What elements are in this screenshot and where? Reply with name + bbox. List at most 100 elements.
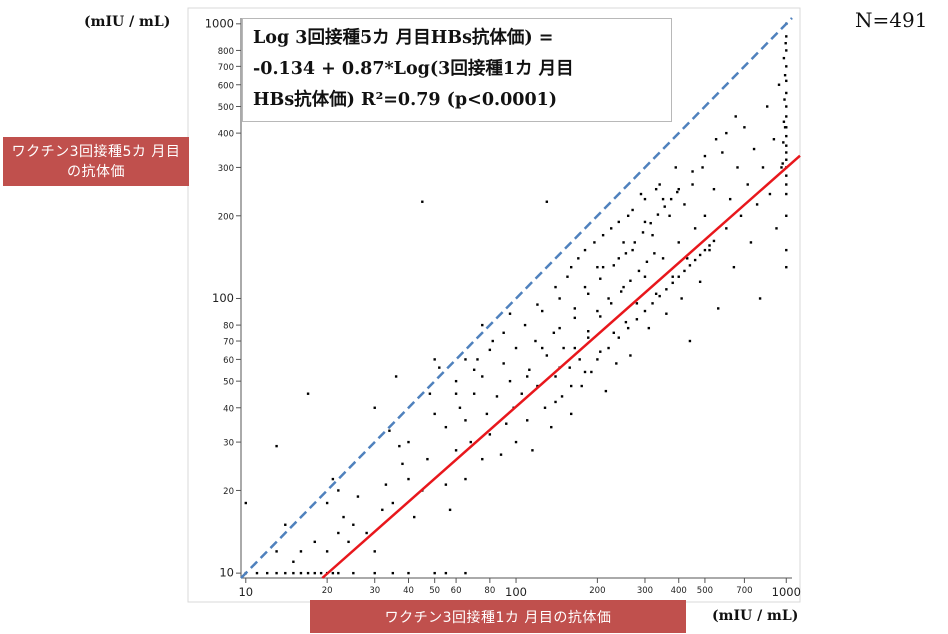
data-point <box>319 571 323 575</box>
data-point <box>677 187 680 191</box>
data-point <box>782 56 786 60</box>
data-point <box>777 83 781 86</box>
data-point <box>444 425 448 429</box>
data-point <box>624 320 628 324</box>
data-point <box>481 375 484 378</box>
data-point <box>601 233 605 237</box>
data-point <box>671 281 674 285</box>
data-point <box>641 231 645 234</box>
data-point <box>472 368 476 371</box>
data-point <box>631 208 634 212</box>
data-point <box>768 192 772 196</box>
data-point <box>464 477 467 481</box>
data-point <box>573 316 577 320</box>
y-tick-label: 20 <box>223 487 234 497</box>
data-point <box>428 392 432 395</box>
y-tick-label: 10 <box>219 566 234 580</box>
data-point <box>580 384 583 388</box>
data-point <box>643 309 647 313</box>
data-point <box>562 346 565 350</box>
x-tick-label: 300 <box>637 586 653 596</box>
data-point <box>775 227 778 230</box>
data-point <box>637 269 641 273</box>
data-point <box>708 248 711 252</box>
data-point <box>761 166 765 169</box>
data-point <box>407 477 410 481</box>
data-point <box>448 508 452 512</box>
data-point <box>569 412 573 416</box>
data-point <box>785 192 788 196</box>
data-point <box>643 275 647 278</box>
data-point <box>635 318 639 321</box>
data-point <box>647 326 651 330</box>
data-point <box>528 368 531 371</box>
data-point <box>683 269 686 273</box>
data-point <box>626 214 630 217</box>
data-point <box>599 350 602 353</box>
data-point <box>458 406 462 409</box>
data-point <box>665 312 668 315</box>
data-point <box>629 354 632 357</box>
data-point <box>686 257 689 260</box>
data-point <box>469 440 472 444</box>
data-point <box>394 375 398 378</box>
x-tick-label: 100 <box>505 585 527 599</box>
data-point <box>683 203 686 206</box>
data-point <box>604 389 608 393</box>
data-point <box>299 550 303 553</box>
data-point <box>488 433 492 436</box>
data-point <box>785 65 788 68</box>
data-point <box>481 457 484 461</box>
data-point <box>615 362 618 365</box>
data-point <box>587 292 590 295</box>
data-point <box>401 462 404 466</box>
data-point <box>534 339 537 343</box>
data-point <box>464 571 467 575</box>
data-point <box>688 264 692 267</box>
data-point <box>645 260 649 263</box>
data-point <box>617 220 620 224</box>
data-point <box>495 395 499 398</box>
data-point <box>658 183 661 186</box>
x-tick-label: 50 <box>429 586 440 596</box>
data-point <box>725 131 728 135</box>
data-point <box>610 227 613 230</box>
data-point <box>649 221 652 225</box>
data-points <box>244 22 788 575</box>
data-point <box>373 550 376 553</box>
data-point <box>624 252 628 255</box>
y-tick-label: 400 <box>218 130 234 140</box>
data-point <box>391 501 395 505</box>
data-point <box>275 444 278 448</box>
data-point <box>352 523 355 526</box>
data-point <box>688 339 692 343</box>
data-point <box>643 220 647 224</box>
data-point <box>407 571 410 575</box>
data-point <box>590 370 593 374</box>
data-point <box>784 42 787 45</box>
y-tick-label: 40 <box>223 404 234 414</box>
data-point <box>526 419 529 422</box>
data-point <box>639 192 643 196</box>
data-point <box>536 303 539 306</box>
x-tick-label: 20 <box>322 586 333 596</box>
y-tick-label: 60 <box>223 356 234 366</box>
data-point <box>531 449 534 452</box>
x-tick-label: 400 <box>671 586 687 596</box>
data-point <box>347 540 350 544</box>
data-point <box>541 309 544 313</box>
data-point <box>464 419 467 422</box>
data-point <box>612 264 615 267</box>
data-point <box>391 571 395 575</box>
data-point <box>558 326 561 330</box>
data-point <box>373 406 376 409</box>
data-point <box>388 429 391 432</box>
data-point <box>587 336 590 339</box>
data-point <box>488 348 492 352</box>
data-point <box>284 571 287 575</box>
data-point <box>352 571 355 575</box>
data-point <box>785 126 788 129</box>
data-point <box>785 115 788 118</box>
data-point <box>725 227 728 230</box>
data-point <box>325 501 329 505</box>
